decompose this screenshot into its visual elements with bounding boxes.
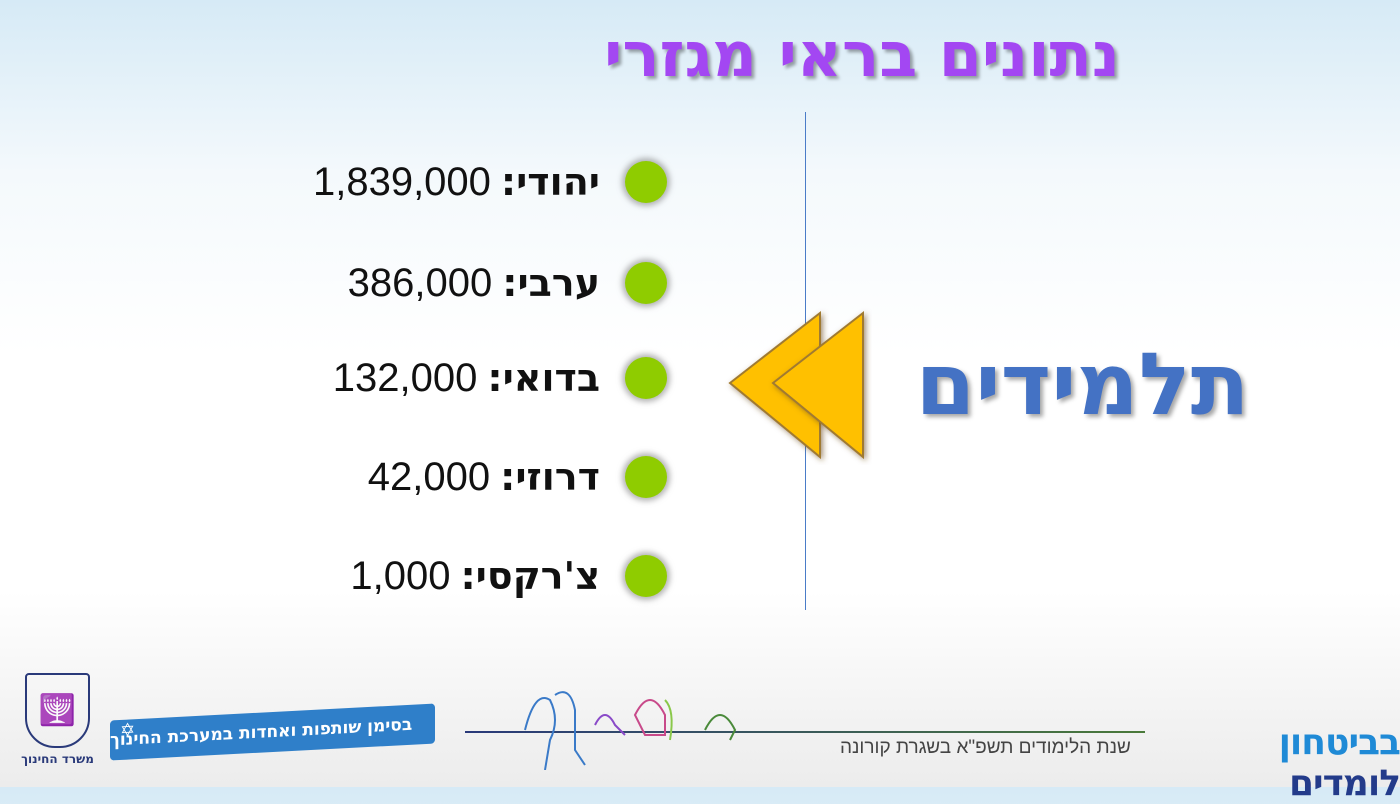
logo-part-a: לומדים bbox=[1288, 763, 1400, 804]
sector-label: צ'רקסי: bbox=[460, 554, 600, 598]
sector-label: יהודי: bbox=[500, 160, 600, 204]
students-label: תלמידים bbox=[915, 335, 1250, 435]
footer-line bbox=[465, 731, 1145, 733]
slide-title: נתונים בראי מגזרי bbox=[604, 18, 1120, 91]
footer-subtitle: שנת הלימודים תשפ"א בשגרת קורונה bbox=[840, 737, 1131, 758]
state-emblem-logo: 🕎 bbox=[25, 673, 90, 748]
sector-value: 132,000 bbox=[332, 355, 478, 400]
banner-text: בסימן שותפות ואחדות במערכת החינוך bbox=[110, 714, 413, 751]
students-illustration bbox=[524, 691, 737, 770]
sector-item: דרוזי: 42,000 bbox=[368, 452, 600, 502]
learning-safely-logo: בביטחון לומדים bbox=[1158, 722, 1400, 804]
bullet-icon bbox=[625, 456, 667, 498]
sector-label: ערבי: bbox=[502, 261, 600, 305]
sector-item: ערבי: 386,000 bbox=[348, 258, 600, 308]
ministry-name: משרד החינוך bbox=[21, 752, 94, 766]
bullet-icon bbox=[625, 357, 667, 399]
sector-label: דרוזי: bbox=[500, 455, 600, 499]
sector-label: בדואי: bbox=[487, 356, 600, 400]
bullet-icon bbox=[625, 262, 667, 304]
logo-part-b: בביטחון bbox=[1278, 722, 1400, 763]
banner-flag: בסימן שותפות ואחדות במערכת החינוך bbox=[110, 703, 435, 761]
star-of-david-icon: ✡ bbox=[120, 719, 136, 742]
sector-value: 386,000 bbox=[347, 260, 493, 305]
sector-item: בדואי: 132,000 bbox=[333, 353, 600, 403]
sector-value: 1,000 bbox=[350, 553, 451, 598]
bullet-icon bbox=[625, 161, 667, 203]
sector-item: יהודי: 1,839,000 bbox=[313, 157, 600, 207]
sector-value: 1,839,000 bbox=[312, 159, 491, 204]
sector-value: 42,000 bbox=[367, 454, 491, 499]
sector-item: צ'רקסי: 1,000 bbox=[350, 551, 600, 601]
bullet-icon bbox=[625, 555, 667, 597]
double-arrow-left-icon bbox=[728, 310, 864, 460]
